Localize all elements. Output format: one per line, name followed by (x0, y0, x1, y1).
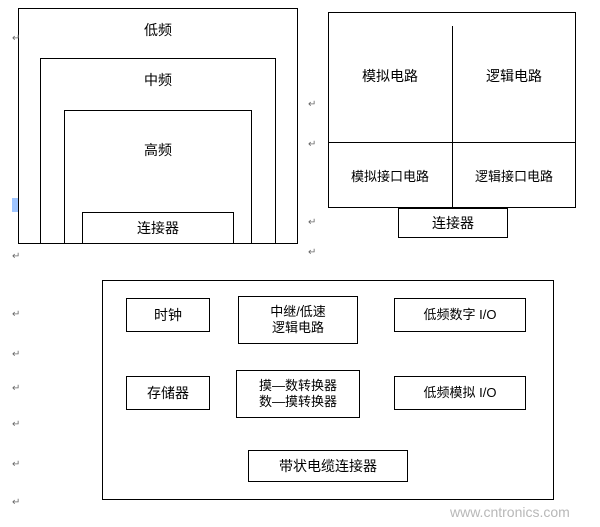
d3-lfdio: 低频数字 I/O (394, 298, 526, 332)
d3-mem-label: 存储器 (147, 385, 189, 402)
d1-outer-label: 低频 (18, 20, 298, 40)
paragraph-mark: ↵ (12, 252, 20, 262)
d1-mid-label: 中频 (40, 70, 276, 90)
d3-adc-label: 摸—数转换器 数—摸转换器 (259, 378, 337, 409)
d2-analog-if-label: 模拟接口电路 (328, 166, 452, 185)
d3-lfdio-label: 低频数字 I/O (424, 307, 497, 323)
d1-inner-label: 高频 (64, 140, 252, 160)
d2-hdivider (328, 142, 576, 143)
d3-lfaio-label: 低频模拟 I/O (424, 385, 497, 401)
d3-lfaio: 低频模拟 I/O (394, 376, 526, 410)
paragraph-mark: ↵ (308, 248, 316, 258)
paragraph-mark: ↵ (308, 218, 316, 228)
d3-relay: 中继/低速 逻辑电路 (238, 296, 358, 344)
d1-connector-box: 连接器 (82, 212, 234, 244)
text-cursor (12, 198, 18, 212)
d3-relay-label: 中继/低速 逻辑电路 (270, 304, 326, 335)
d3-clock: 时钟 (126, 298, 210, 332)
d2-logic-label: 逻辑电路 (452, 66, 576, 86)
d3-mem: 存储器 (126, 376, 210, 410)
d3-adc: 摸—数转换器 数—摸转换器 (236, 370, 360, 418)
paragraph-mark: ↵ (12, 420, 20, 430)
d2-logic-if-label: 逻辑接口电路 (452, 166, 576, 185)
paragraph-mark: ↵ (308, 100, 316, 110)
paragraph-mark: ↵ (308, 140, 316, 150)
paragraph-mark: ↵ (12, 350, 20, 360)
d3-ribbon-label: 带状电缆连接器 (279, 458, 377, 475)
d2-connector-label: 连接器 (432, 215, 474, 232)
d3-clock-label: 时钟 (154, 307, 182, 324)
d2-analog-label: 模拟电路 (328, 66, 452, 86)
d2-connector-box: 连接器 (398, 208, 508, 238)
paragraph-mark: ↵ (12, 498, 20, 508)
paragraph-mark: ↵ (12, 310, 20, 320)
paragraph-mark: ↵ (12, 460, 20, 470)
d3-ribbon: 带状电缆连接器 (248, 450, 408, 482)
d1-connector-label: 连接器 (137, 220, 179, 237)
paragraph-mark: ↵ (12, 384, 20, 394)
watermark: www.cntronics.com (450, 504, 570, 520)
paragraph-mark: ↵ (12, 34, 20, 44)
